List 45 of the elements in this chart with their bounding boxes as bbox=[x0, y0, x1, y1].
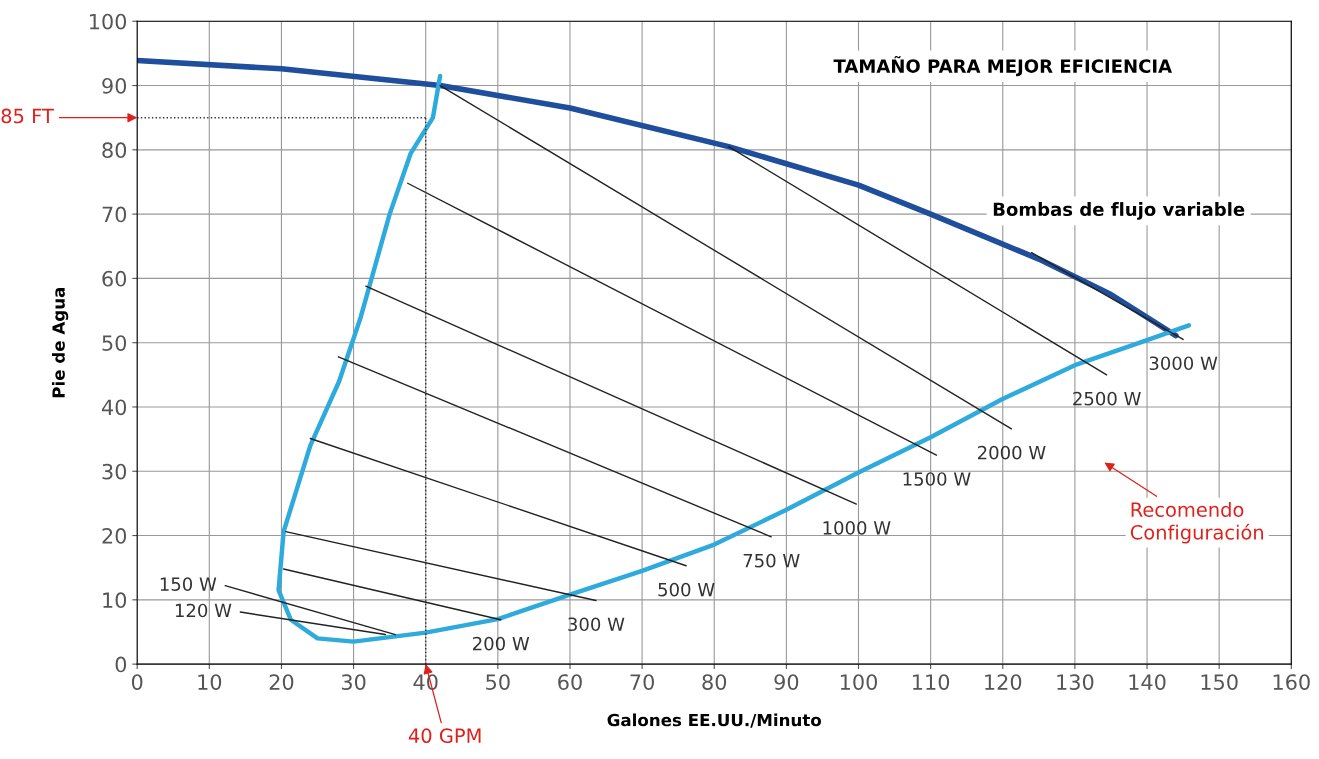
x-tick-label: 120 bbox=[985, 674, 1022, 690]
series-label: 300 W bbox=[568, 617, 625, 632]
x-tick-label: 150 bbox=[1201, 674, 1238, 690]
y-tick-label: 40 bbox=[101, 399, 127, 416]
y-tick-label: 0 bbox=[115, 656, 127, 673]
y-tick-label: 90 bbox=[102, 77, 127, 94]
x-tick-label: 140 bbox=[1129, 674, 1166, 690]
y-tick-label: 100 bbox=[89, 13, 127, 30]
series-label: 150 W bbox=[160, 577, 217, 591]
x-tick-label: 0 bbox=[131, 674, 143, 690]
x-tick-label: 110 bbox=[913, 674, 950, 690]
x-tick-label: 130 bbox=[1057, 674, 1094, 690]
x-tick-label: 50 bbox=[486, 674, 510, 690]
annotation: 85 FT bbox=[1, 108, 54, 124]
x-tick-label: 160 bbox=[1273, 674, 1310, 690]
x-tick-label: 70 bbox=[630, 674, 654, 690]
x-tick-label: 30 bbox=[341, 674, 366, 690]
series-label: 120 W bbox=[175, 603, 232, 618]
y-tick-label: 70 bbox=[102, 206, 127, 223]
y-tick-label: 50 bbox=[102, 335, 127, 351]
annotation: Recomendo Configuración bbox=[1130, 501, 1264, 544]
series-label: 1000 W bbox=[823, 521, 891, 535]
x-tick-label: 20 bbox=[269, 674, 294, 690]
annotation: 40 GPM bbox=[408, 728, 481, 744]
y-tick-label: 80 bbox=[102, 142, 127, 159]
x-tick-label: 100 bbox=[840, 674, 877, 690]
series-label: 500 W bbox=[658, 582, 715, 597]
annotation: TAMAÑO PARA MEJOR EFICIENCIA bbox=[833, 55, 1172, 77]
series-label: 2000 W bbox=[977, 445, 1046, 460]
x-tick-label: 80 bbox=[702, 674, 727, 690]
series-label: 750 W bbox=[743, 553, 800, 568]
series-label: 3000 W bbox=[1149, 356, 1218, 371]
series-label: 1500 W bbox=[903, 472, 971, 486]
x-tick-label: 90 bbox=[774, 674, 799, 690]
y-tick-label: 10 bbox=[103, 592, 127, 609]
series-label: 2500 W bbox=[1073, 391, 1141, 406]
y-tick-label: 30 bbox=[102, 463, 127, 480]
annotation: Bombas de flujo variable bbox=[993, 202, 1245, 220]
y-tick-label: 60 bbox=[102, 270, 127, 287]
x-axis-title: Galones EE.UU./Minuto bbox=[607, 713, 822, 728]
y-tick-label: 20 bbox=[102, 528, 127, 544]
y-axis-title: Pie de Agua bbox=[51, 287, 69, 398]
x-tick-label: 60 bbox=[558, 674, 582, 690]
x-tick-label: 10 bbox=[198, 674, 222, 690]
series-label: 200 W bbox=[473, 636, 530, 651]
